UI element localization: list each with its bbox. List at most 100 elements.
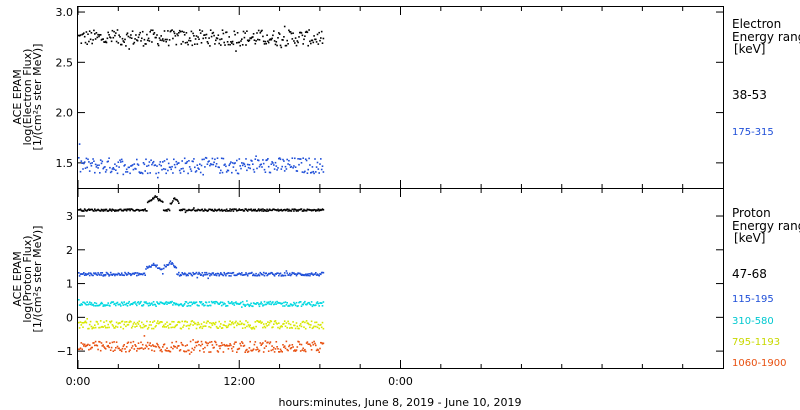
data-point [316,209,319,212]
data-point [267,273,269,276]
data-point [171,300,173,303]
data-point [112,325,115,327]
data-point [232,323,235,325]
data-point [284,165,287,168]
data-point [157,322,160,325]
data-point [130,273,133,276]
data-point [199,326,201,329]
data-point [164,323,167,325]
data-point [294,166,297,168]
data-point [145,268,147,270]
data-point [83,345,85,347]
data-point [93,210,95,212]
data-point [178,345,180,347]
data-point [103,274,105,276]
data-point [170,168,172,171]
proton-legend-47-68: 47-68 [732,267,767,281]
data-point [253,328,256,330]
data-point [305,159,308,162]
data-point [281,302,283,305]
data-point [311,166,314,168]
data-point [274,320,277,322]
data-point [90,302,93,304]
data-point [285,44,288,47]
data-point [81,348,83,351]
data-point [303,350,305,352]
data-point [121,320,124,323]
data-point [316,326,319,329]
data-point [243,163,246,165]
data-point [184,211,187,214]
data-point [129,209,131,212]
data-point [298,163,300,166]
data-point [191,303,194,306]
data-point [174,35,177,37]
data-point [180,274,183,277]
data-point [292,304,294,306]
data-point [309,164,311,166]
data-point [83,35,86,38]
data-point [185,325,188,327]
data-point [91,208,93,211]
data-point [246,351,249,353]
data-point [194,210,197,212]
data-point [163,264,166,266]
data-point [90,32,93,34]
data-point [102,326,104,328]
data-point [105,169,108,171]
data-point [262,304,265,306]
data-point [266,325,268,327]
data-point [129,36,131,39]
data-point [242,323,245,326]
data-point [296,170,299,172]
data-point [111,29,114,32]
data-point [136,350,138,352]
data-point [287,320,289,323]
data-point [170,203,172,205]
data-point [245,158,247,160]
data-point [175,267,178,269]
data-point [318,172,320,174]
data-point [130,164,133,167]
data-point [299,343,301,346]
data-point [308,29,310,31]
data-point [213,322,215,325]
data-point [88,40,90,43]
data-point [279,158,282,161]
data-point [166,264,168,266]
data-point [87,343,89,346]
data-point [293,301,295,304]
data-point [133,41,136,44]
data-point [282,344,284,346]
data-point [178,304,180,307]
data-point [280,208,283,211]
data-point [198,323,200,326]
data-point [222,303,225,306]
data-point [297,340,299,343]
data-point [202,325,204,328]
data-point [278,210,280,212]
data-point [259,303,262,305]
data-point [187,302,189,305]
data-point [120,43,122,46]
data-point [138,33,141,36]
data-point [125,325,127,328]
data-point [285,322,288,324]
data-point [158,163,161,166]
data-point [271,302,273,304]
data-point [174,265,177,268]
data-point [262,342,264,344]
data-point [263,347,266,349]
data-point [92,274,94,277]
data-point [87,327,89,330]
data-point [144,347,146,350]
data-point [254,42,257,45]
data-point [245,349,247,352]
data-point [194,166,196,169]
data-point [209,341,211,344]
data-point [91,274,93,277]
data-point [130,274,132,277]
data-point [233,304,236,306]
data-point [94,33,96,35]
data-point [155,324,157,327]
